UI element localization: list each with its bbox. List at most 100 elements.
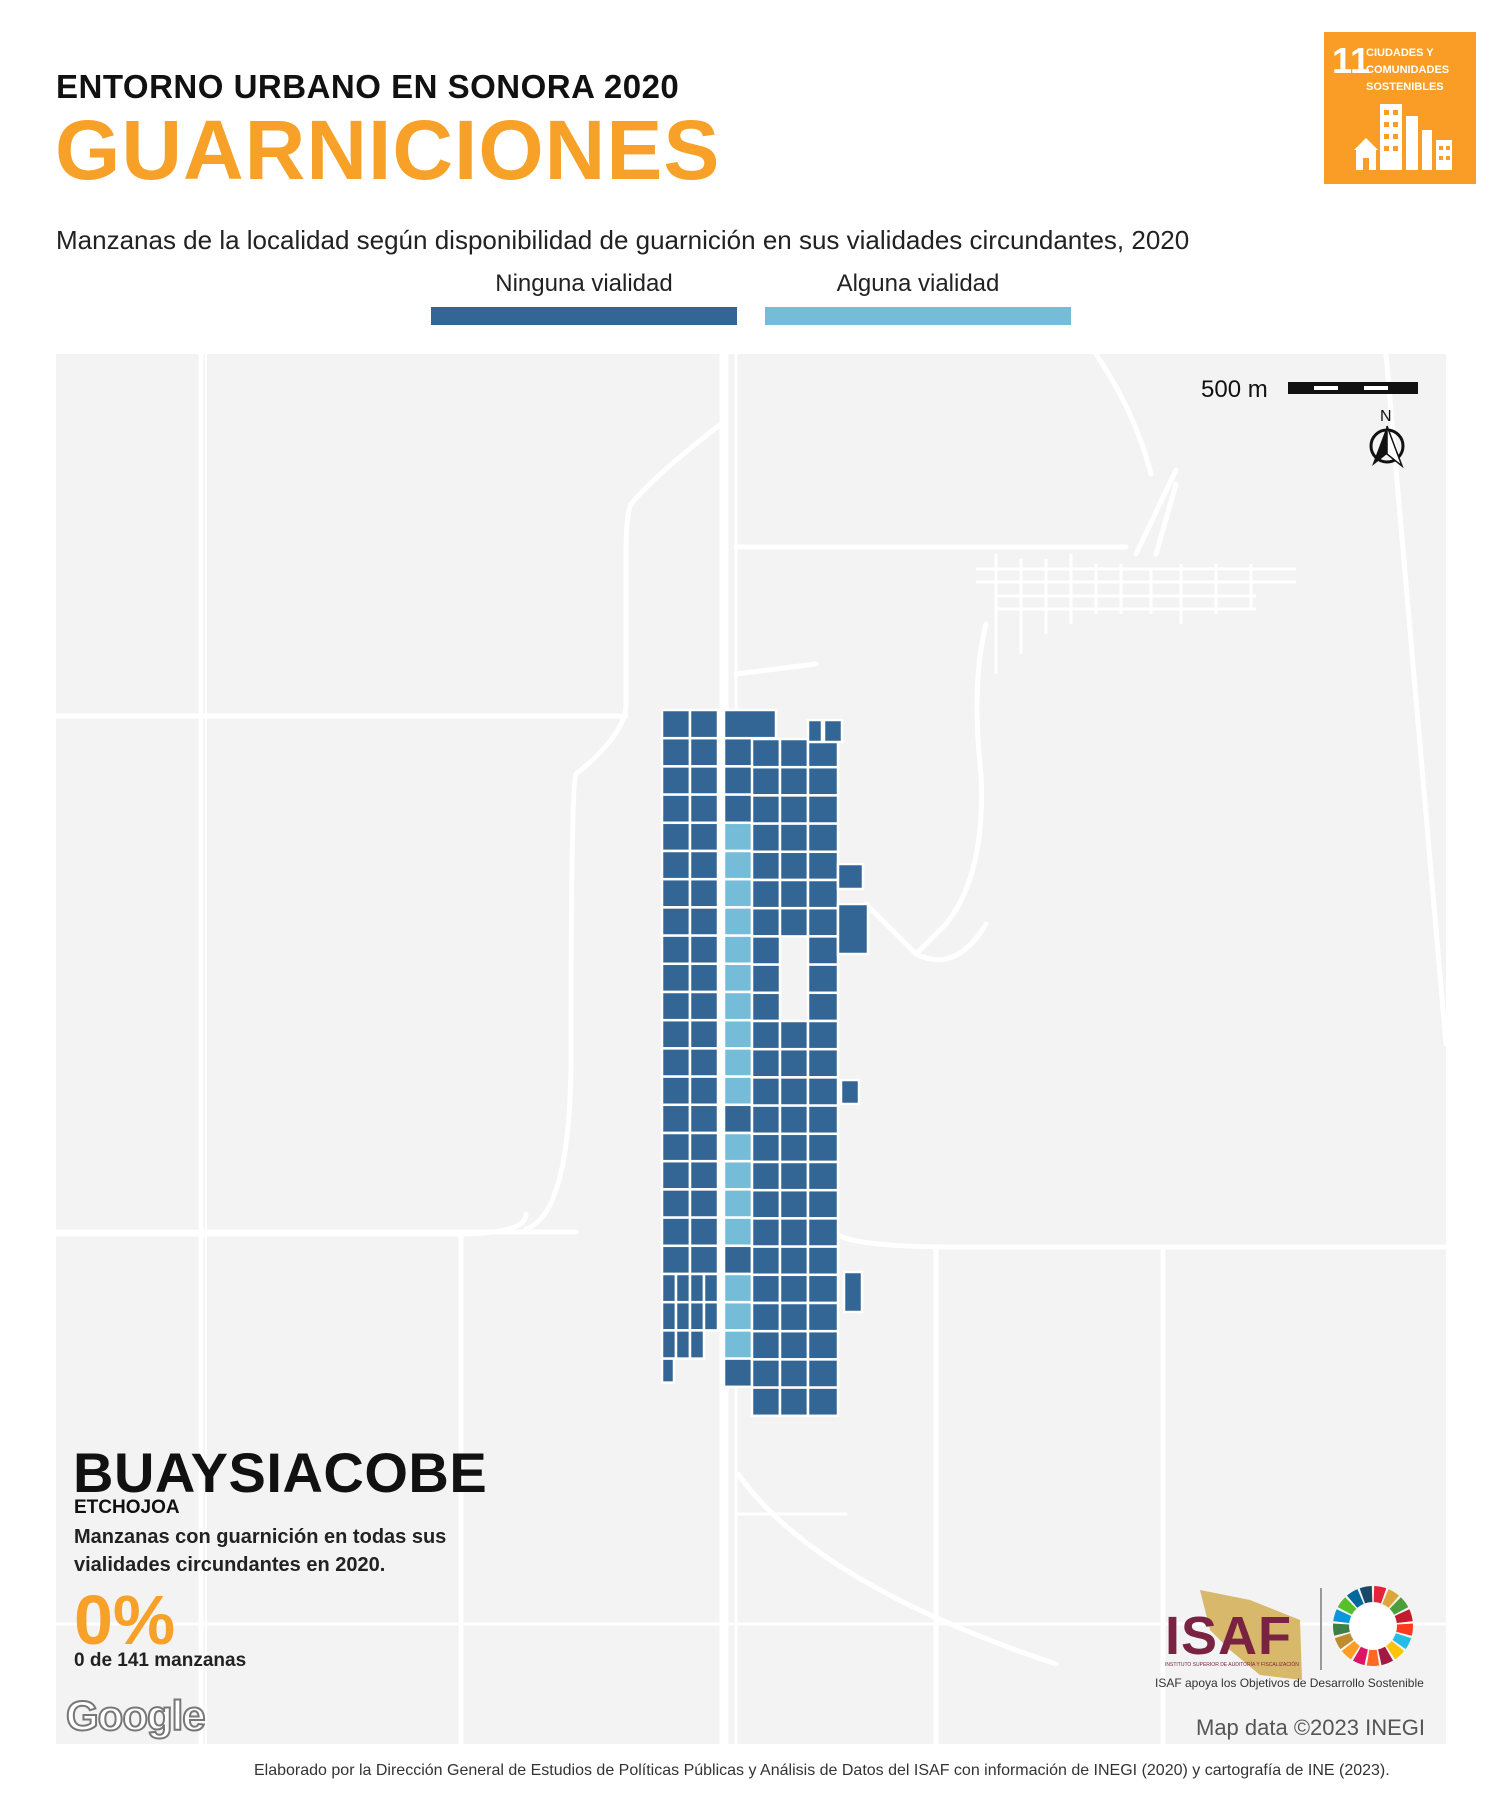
block xyxy=(750,794,782,825)
logo-divider xyxy=(1320,1588,1322,1670)
block xyxy=(750,737,782,769)
block xyxy=(778,1245,810,1277)
block xyxy=(660,1272,678,1304)
isaf-tagline: ISAF apoya los Objetivos de Desarrollo S… xyxy=(1155,1676,1424,1690)
block xyxy=(688,906,720,937)
block xyxy=(722,934,754,966)
block xyxy=(750,963,782,995)
block xyxy=(688,793,720,825)
sdg-wheel-segment xyxy=(1341,1641,1360,1660)
block xyxy=(722,1188,754,1219)
block xyxy=(806,1132,840,1164)
scale-label: 500 m xyxy=(1201,376,1268,403)
block xyxy=(778,906,810,938)
block xyxy=(778,850,810,882)
block xyxy=(806,1160,840,1192)
block xyxy=(806,1301,840,1333)
block xyxy=(750,935,782,966)
sdg-wheel-segment xyxy=(1334,1633,1354,1650)
block xyxy=(722,1159,754,1191)
block xyxy=(822,718,844,744)
sdg-wheel-segment xyxy=(1352,1646,1368,1666)
block xyxy=(778,737,810,769)
block xyxy=(660,1329,678,1360)
block xyxy=(722,1300,754,1332)
isaf-fullname: INSTITUTO SUPERIOR DE AUDITORÍA Y FISCAL… xyxy=(1165,1662,1299,1668)
block xyxy=(806,878,840,910)
sdg-number: 11 xyxy=(1332,40,1371,81)
block xyxy=(750,1047,782,1079)
block xyxy=(806,1329,840,1361)
block xyxy=(688,1103,720,1135)
block-polygons xyxy=(660,708,870,1418)
sdg-wheel-segment xyxy=(1333,1609,1352,1624)
block xyxy=(836,862,865,891)
sdg-wheel-segment xyxy=(1382,1589,1400,1608)
block xyxy=(778,1358,810,1389)
sdg-wheel-segment xyxy=(1394,1609,1413,1624)
block xyxy=(688,1047,720,1078)
north-arrow-icon xyxy=(1369,425,1405,469)
block xyxy=(674,1329,692,1360)
block xyxy=(722,1131,754,1163)
block xyxy=(806,1245,840,1277)
block xyxy=(750,765,782,797)
block xyxy=(722,1018,754,1050)
block xyxy=(674,1300,692,1332)
block xyxy=(722,906,754,937)
map-canvas[interactable] xyxy=(56,354,1446,1744)
google-logo: Google xyxy=(65,1691,207,1740)
block xyxy=(688,990,720,1022)
block xyxy=(722,708,778,740)
block xyxy=(750,1358,782,1389)
block xyxy=(750,906,782,938)
block xyxy=(778,1076,810,1107)
block xyxy=(688,849,720,881)
block xyxy=(660,736,692,768)
sdg-wheel-icon xyxy=(1333,1586,1413,1666)
legend-label-some: Alguna vialidad xyxy=(836,270,1000,297)
block xyxy=(722,990,754,1022)
block xyxy=(839,1078,861,1106)
block xyxy=(806,850,840,882)
block xyxy=(842,1270,864,1314)
map-attribution: Map data ©2023 INEGI xyxy=(1196,1715,1426,1740)
block xyxy=(778,1047,810,1079)
block xyxy=(750,850,782,882)
block xyxy=(750,1132,782,1164)
block xyxy=(806,991,840,1023)
block xyxy=(806,1358,840,1389)
block xyxy=(722,1357,754,1389)
sdg-label: Ciudades y comunidades sostenibles xyxy=(1366,47,1450,93)
block xyxy=(688,1075,720,1107)
block xyxy=(688,736,720,768)
block xyxy=(750,1104,782,1136)
block xyxy=(778,794,810,825)
sdg-wheel-segment xyxy=(1346,1589,1364,1608)
block xyxy=(806,906,840,938)
block xyxy=(750,1301,782,1333)
block xyxy=(806,1076,840,1107)
block xyxy=(688,1216,720,1248)
block xyxy=(778,1188,810,1220)
block xyxy=(778,1160,810,1192)
block xyxy=(750,1160,782,1192)
block xyxy=(688,1018,720,1050)
block xyxy=(806,1047,840,1079)
block xyxy=(806,1273,840,1305)
city-icon xyxy=(1354,104,1452,170)
block xyxy=(750,991,782,1023)
block xyxy=(806,1217,840,1248)
block xyxy=(660,934,692,966)
block xyxy=(688,962,720,994)
block xyxy=(778,1217,810,1248)
block xyxy=(722,1272,754,1304)
block xyxy=(660,1244,692,1276)
sdg-wheel-segment xyxy=(1386,1641,1405,1660)
block xyxy=(750,1076,782,1107)
legend-swatch-some xyxy=(765,307,1071,325)
block xyxy=(660,1018,692,1050)
sdg-wheel-segment xyxy=(1337,1597,1357,1615)
block xyxy=(750,1188,782,1220)
block xyxy=(750,1386,782,1418)
